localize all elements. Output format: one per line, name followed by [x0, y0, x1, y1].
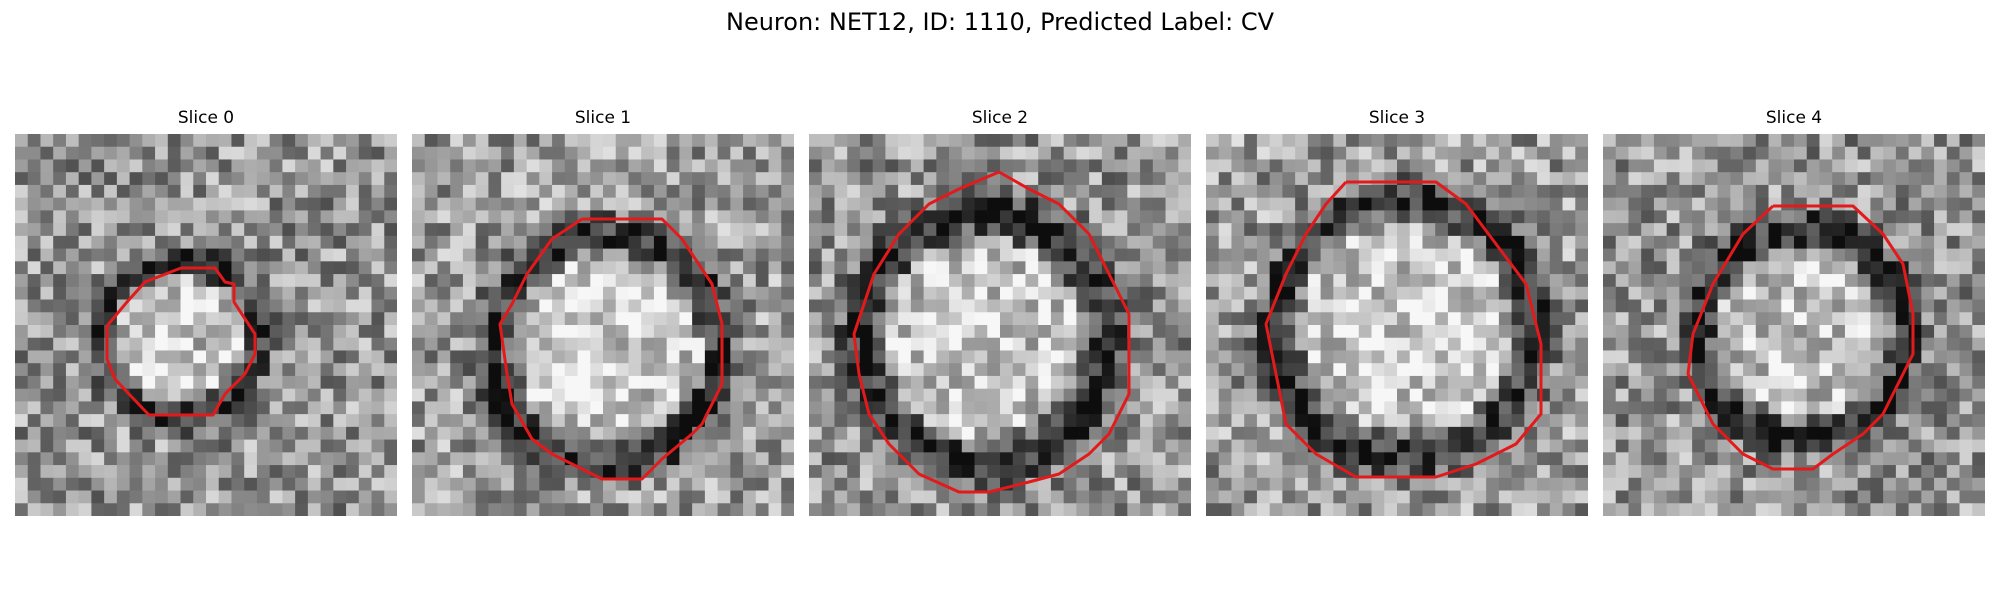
- slice-panel-1: Slice 1: [412, 107, 794, 518]
- slice-title-0: Slice 0: [177, 108, 235, 128]
- slice-image-3: [1206, 134, 1588, 516]
- slice-panel-3: Slice 3: [1206, 107, 1588, 518]
- slice-title-3: Slice 3: [1368, 108, 1426, 128]
- pixel-grid-1: [412, 134, 794, 516]
- contour-outline-3: [1264, 180, 1543, 479]
- contour-outline-4: [1686, 204, 1915, 471]
- slice-image-1: [412, 134, 794, 516]
- slice-panel-2: Slice 2: [809, 107, 1191, 518]
- slice-image-2: [809, 134, 1191, 516]
- contour-outline-1: [498, 217, 724, 481]
- slice-title-1: Slice 1: [574, 108, 632, 128]
- slice-title-2: Slice 2: [971, 108, 1029, 128]
- pixel-grid-4: [1603, 134, 1985, 516]
- contour-outline-2: [852, 170, 1131, 494]
- pixel-grid-2: [809, 134, 1191, 516]
- pixel-grid-0: [15, 134, 397, 516]
- slice-image-0: [15, 134, 397, 516]
- slice-title-4: Slice 4: [1765, 108, 1823, 128]
- figure-title: Neuron: NET12, ID: 1110, Predicted Label…: [726, 8, 1274, 36]
- slice-panel-4: Slice 4: [1603, 107, 1985, 518]
- slice-panel-0: Slice 0: [15, 107, 397, 518]
- slice-image-4: [1603, 134, 1985, 516]
- pixel-grid-3: [1206, 134, 1588, 516]
- contour-outline-0: [105, 266, 257, 417]
